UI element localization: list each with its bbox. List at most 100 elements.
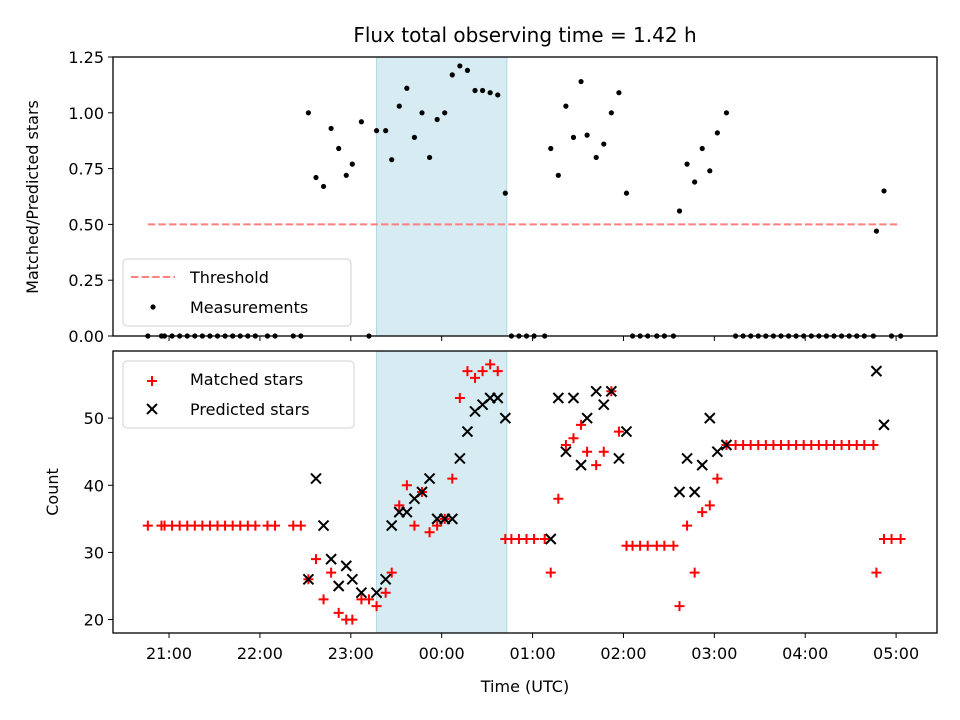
data-point — [472, 87, 478, 94]
data-point — [371, 601, 382, 612]
y-tick-label: 30 — [84, 543, 104, 562]
x-marker — [370, 587, 383, 599]
x-marker — [870, 365, 883, 377]
plus-marker — [539, 534, 550, 544]
data-point — [502, 190, 508, 196]
data-point — [563, 103, 569, 109]
data-point — [668, 540, 679, 551]
data-point — [598, 399, 610, 411]
data-point — [548, 145, 554, 152]
data-point — [676, 208, 683, 214]
x-marker — [605, 385, 618, 397]
plus-marker — [598, 446, 609, 457]
x-marker — [567, 392, 580, 404]
x-marker — [681, 452, 693, 465]
data-point — [616, 90, 622, 96]
data-point — [385, 519, 398, 532]
plus-marker — [462, 366, 473, 377]
x-tick-label: 05:00 — [873, 644, 919, 663]
data-point — [409, 520, 420, 531]
data-point — [487, 90, 493, 96]
data-point — [871, 567, 882, 578]
data-point — [570, 134, 577, 140]
data-point — [682, 520, 693, 531]
ratio-y-axis-label: Matched/Predicted stars — [23, 100, 42, 294]
data-point — [347, 614, 358, 625]
x-marker — [423, 472, 436, 485]
plus-marker — [270, 520, 281, 531]
plus-marker — [333, 607, 344, 618]
data-point — [325, 553, 337, 565]
data-point — [567, 392, 580, 404]
data-point — [878, 419, 890, 431]
data-point — [250, 520, 261, 531]
predicted-legend-icon — [146, 403, 158, 415]
data-point — [313, 174, 319, 181]
plus-marker — [250, 520, 261, 531]
plus-marker — [401, 480, 412, 491]
y-tick-label: 20 — [84, 611, 104, 630]
data-point — [613, 426, 624, 437]
data-point — [389, 157, 395, 163]
x-marker — [878, 419, 890, 431]
y-tick-label: 0.00 — [68, 327, 104, 346]
x-marker — [696, 459, 708, 471]
data-point — [457, 63, 463, 69]
data-point — [529, 534, 540, 544]
data-point — [363, 594, 374, 605]
plus-marker — [576, 419, 587, 430]
data-point — [870, 365, 883, 377]
y-tick-label: 0.75 — [68, 160, 104, 179]
plus-marker — [394, 500, 405, 511]
axes-frame — [112, 350, 938, 634]
data-point — [555, 172, 561, 178]
plus-marker — [424, 527, 435, 538]
ratio-panel: 0.00 0.25 0.50 0.75 1.00 1.25 Threshold Measure… — [68, 48, 938, 346]
data-point — [692, 179, 698, 185]
data-point — [582, 446, 593, 457]
series-predicted-stars — [302, 365, 890, 599]
x-marker — [385, 519, 398, 532]
data-point — [446, 513, 459, 525]
data-point — [673, 486, 686, 498]
x-marker — [401, 506, 413, 518]
data-point — [404, 85, 410, 91]
plus-marker — [409, 520, 420, 531]
x-marker — [575, 459, 587, 471]
plus-marker — [712, 473, 723, 484]
data-point — [305, 110, 311, 116]
data-point — [578, 78, 584, 85]
data-point — [401, 480, 412, 491]
data-point — [545, 533, 557, 545]
x-marker — [146, 403, 158, 415]
plus-marker — [659, 540, 670, 551]
data-point — [620, 425, 633, 438]
data-point — [411, 134, 418, 140]
data-point — [593, 154, 599, 161]
data-point — [454, 393, 465, 403]
x-marker — [720, 439, 733, 451]
x-marker — [590, 385, 602, 397]
plus-marker — [553, 493, 564, 504]
plus-marker — [859, 440, 870, 450]
plus-marker — [895, 534, 906, 544]
x-tick-label: 01:00 — [510, 644, 556, 663]
data-point — [492, 392, 504, 404]
plus-marker — [347, 614, 358, 625]
plus-marker — [142, 520, 153, 531]
data-point — [447, 473, 458, 484]
data-point — [492, 366, 503, 377]
data-point — [688, 486, 701, 498]
data-point — [553, 493, 564, 504]
data-point — [623, 190, 630, 196]
data-point — [545, 567, 556, 578]
data-point — [560, 440, 571, 450]
shaded-interval — [376, 56, 508, 337]
data-point — [598, 446, 609, 457]
legend: Matched stars Predicted stars — [122, 360, 355, 429]
data-point — [320, 183, 327, 190]
data-point — [584, 132, 590, 138]
plus-marker — [529, 534, 540, 544]
data-point — [396, 103, 402, 109]
